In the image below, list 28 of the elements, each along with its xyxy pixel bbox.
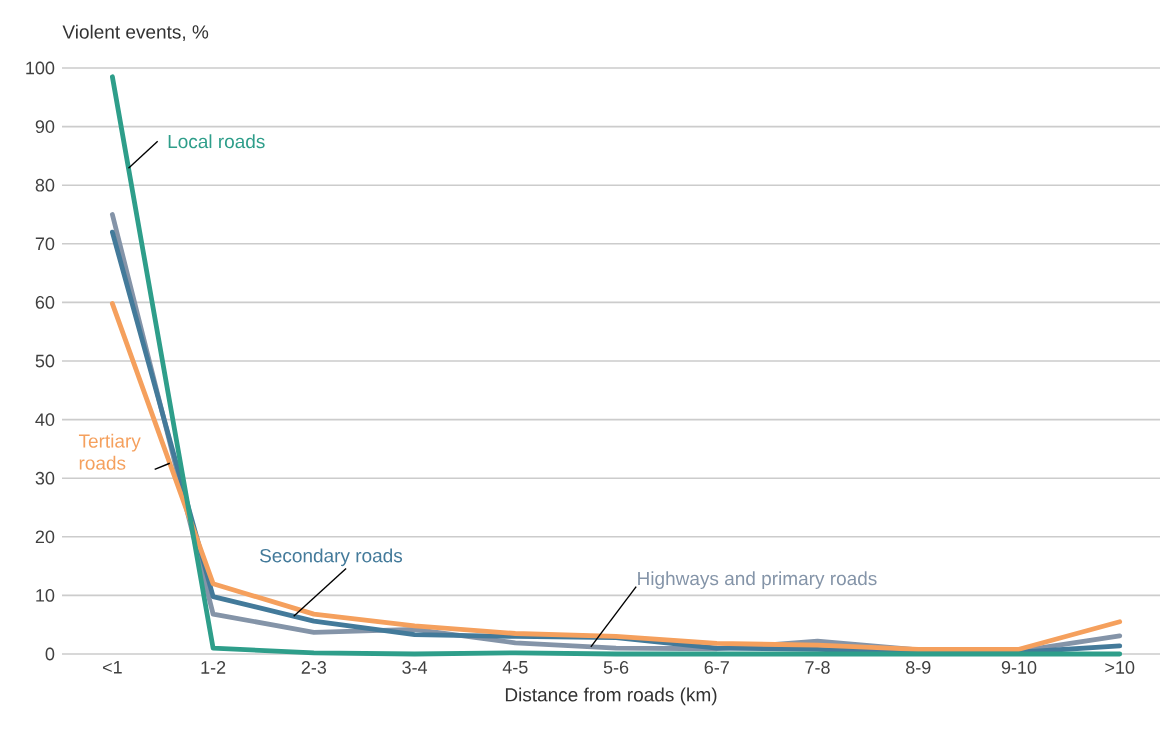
y-tick-label: 90: [35, 120, 55, 133]
x-tick-label: 8-9: [906, 661, 931, 674]
x-tick-label: 1-2: [201, 661, 226, 674]
y-tick-label: 70: [35, 237, 55, 251]
y-tick-label: 10: [36, 589, 55, 602]
y-axis-title: Violent events, %: [62, 24, 209, 41]
x-tick-label: 5-6: [603, 661, 629, 674]
y-tick-label: 60: [35, 296, 55, 309]
y-tick-label: 20: [35, 530, 55, 544]
x-tick-label: 2-3: [301, 661, 327, 674]
x-tick-label: 4-5: [502, 661, 528, 674]
y-tick-label: 0: [45, 647, 55, 661]
text: Highways and primary roads: [638, 571, 877, 590]
series-label: Tertiary roads: [78, 433, 141, 470]
y-tick-label: 40: [35, 413, 55, 426]
text: Secondary roads: [260, 548, 403, 567]
y-tick-label: 50: [35, 354, 55, 368]
x-axis-title: Distance from roads (km): [505, 687, 717, 706]
x-tick-label: <1: [102, 661, 122, 674]
x-tick-label: 3-4: [402, 661, 428, 674]
x-tick-label: >10: [1105, 661, 1135, 674]
x-tick-label: 6-7: [704, 661, 729, 674]
y-tick-label: 80: [35, 178, 55, 192]
x-tick-label: 7-8: [805, 661, 830, 674]
text: Local roads: [168, 134, 265, 149]
y-tick-label: 100: [26, 61, 55, 75]
y-tick-label: 30: [35, 471, 55, 485]
x-tick-label: 9-10: [1001, 661, 1037, 674]
